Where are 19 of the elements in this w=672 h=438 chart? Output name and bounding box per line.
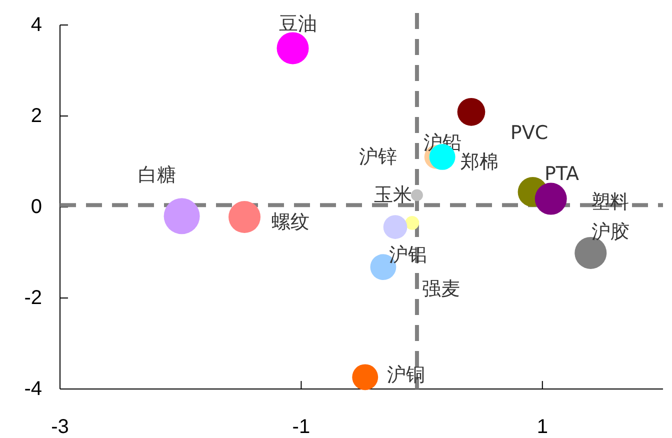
y-tick-label: -4	[24, 378, 42, 400]
series-label: 玉米	[374, 184, 412, 206]
x-tick-label: -3	[51, 416, 69, 438]
annotation: 沪锌	[359, 146, 397, 168]
x-tick-label: -1	[292, 416, 310, 438]
series-label: 沪铜	[387, 364, 426, 386]
series-label: 沪胶	[592, 220, 630, 243]
y-tick-label: 0	[30, 196, 42, 218]
series-label: 白糖	[138, 164, 176, 186]
y-tick-label: 2	[30, 105, 42, 127]
annotation: 强麦	[422, 278, 460, 300]
series-label: PVC	[510, 122, 548, 144]
series-label: 豆油	[278, 13, 317, 36]
x-tick-label: 1	[536, 416, 548, 438]
series-label: 郑棉	[460, 150, 498, 173]
series-label: PTA	[544, 162, 580, 185]
series-label: 螺纹	[272, 211, 310, 234]
y-tick-label: -2	[24, 287, 42, 309]
y-tick-label: 4	[30, 14, 42, 36]
